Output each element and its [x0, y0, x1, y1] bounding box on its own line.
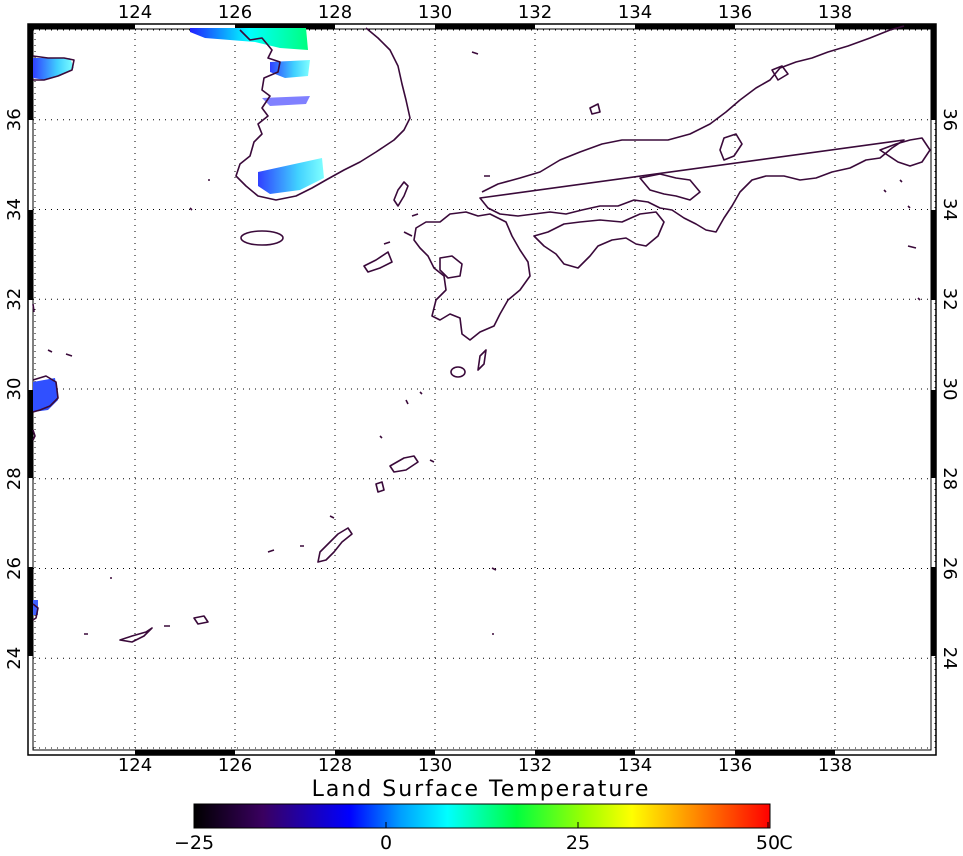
- coast-honshu: [479, 25, 905, 233]
- coast-amakusa: [439, 255, 463, 279]
- coast-tsushima: [393, 181, 409, 207]
- lon-tick-label: 136: [718, 755, 752, 776]
- coast-tokunoshima: [375, 481, 385, 493]
- colorbar-unit: C: [779, 832, 792, 854]
- lon-tick-label: 132: [518, 755, 552, 776]
- lon-tick-label: 124: [118, 2, 152, 23]
- colorbar-label-min: −25: [174, 832, 214, 854]
- lon-ticks-top: 124 126 128 130 132 134 136 138: [118, 2, 852, 23]
- coast-sado: [771, 65, 789, 81]
- lat-tick-label: 28: [4, 467, 25, 490]
- coast-miyako: [193, 615, 209, 625]
- coast-tanegashima: [477, 349, 487, 371]
- coast-jeju: [240, 230, 284, 246]
- map-inner-frame: [32, 28, 932, 751]
- coast-noto: [719, 133, 743, 161]
- lat-tick-label: 28: [939, 467, 960, 490]
- lst-swath-china-mid: [33, 378, 58, 412]
- colorbar-label-25: 25: [566, 832, 590, 854]
- lon-tick-label: 138: [818, 755, 852, 776]
- lat-tick-label: 26: [4, 557, 25, 580]
- coast-kii: [639, 173, 701, 201]
- lon-tick-label: 128: [318, 755, 352, 776]
- lat-tick-label: 32: [939, 288, 960, 311]
- coast-izu: [879, 137, 931, 167]
- coast-china-north: [32, 55, 75, 81]
- lon-tick-label: 134: [618, 2, 652, 23]
- lon-tick-label: 126: [218, 2, 252, 23]
- lat-tick-label: 30: [4, 378, 25, 401]
- lat-tick-label: 32: [4, 288, 25, 311]
- coast-oki: [589, 103, 601, 115]
- lat-tick-label: 36: [4, 108, 25, 131]
- map-frame: [27, 23, 937, 756]
- lon-tick-label: 124: [118, 755, 152, 776]
- lat-tick-label: 26: [939, 557, 960, 580]
- lat-tick-label: 34: [4, 198, 25, 221]
- coast-amami: [389, 455, 419, 473]
- lat-tick-label: 24: [939, 647, 960, 670]
- lon-ticks-bottom: 124 126 128 130 132 134 136 138: [118, 755, 852, 776]
- lat-ticks-left: 24 26 28 30 32 34 36: [4, 108, 25, 669]
- coast-goto: [363, 251, 393, 273]
- coast-ishigaki: [119, 627, 153, 643]
- lat-tick-label: 36: [939, 108, 960, 131]
- colorbar-label-0: 0: [380, 832, 392, 854]
- coast-china-edge: [32, 303, 36, 441]
- lst-swath-china-north: [33, 58, 74, 80]
- coast-kyushu: [413, 211, 531, 341]
- lat-tick-label: 30: [939, 378, 960, 401]
- lat-tick-label: 24: [4, 647, 25, 670]
- lon-tick-label: 136: [718, 2, 752, 23]
- legend-title: Land Surface Temperature: [312, 777, 651, 802]
- lon-tick-label: 132: [518, 2, 552, 23]
- lon-tick-label: 134: [618, 755, 652, 776]
- coast-shikoku: [533, 211, 665, 269]
- lat-tick-label: 34: [939, 198, 960, 221]
- coast-taiwan-tip: [32, 603, 39, 621]
- lst-data-swaths: [33, 28, 324, 615]
- colorbar-label-max: 50: [756, 832, 780, 854]
- lst-swath-korea-band2: [262, 96, 310, 106]
- coast-islets: [47, 51, 921, 635]
- lst-swath-korea-south: [258, 158, 324, 194]
- coast-korea: [235, 27, 411, 201]
- lat-ticks-right: 24 26 28 30 32 34 36: [939, 108, 960, 669]
- lon-tick-label: 130: [418, 2, 452, 23]
- lon-tick-label: 128: [318, 2, 352, 23]
- lon-tick-label: 130: [418, 755, 452, 776]
- coast-china-mid: [32, 375, 59, 413]
- axis-edge-bars: [27, 23, 937, 756]
- colorbar-ticks: [193, 822, 769, 828]
- lon-tick-label: 138: [818, 2, 852, 23]
- coast-okinawa: [317, 527, 353, 563]
- coast-yakushima: [450, 366, 466, 378]
- graticule: [33, 29, 936, 750]
- coastlines: [32, 25, 931, 643]
- lst-swath-korea-band1: [270, 60, 310, 78]
- colorbar: [193, 803, 771, 829]
- lon-tick-label: 126: [218, 755, 252, 776]
